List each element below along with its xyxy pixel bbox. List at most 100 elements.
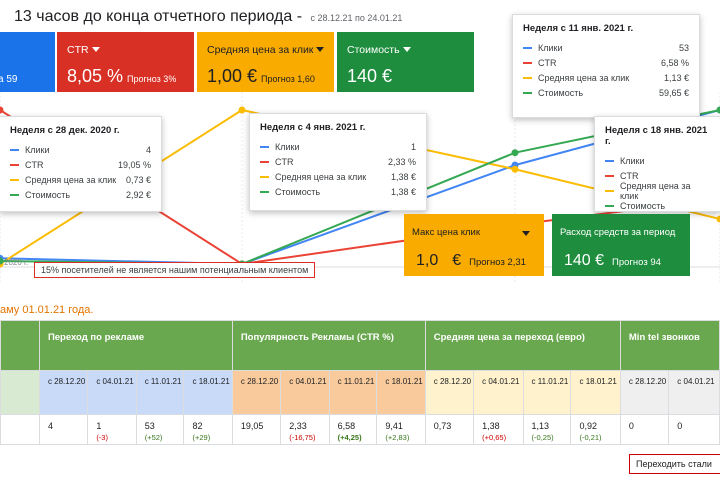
ctr-cell: 19,05 bbox=[231, 414, 282, 445]
metric-cpc-value: 1,00 € bbox=[207, 66, 258, 86]
date-cell-empty bbox=[0, 370, 40, 415]
date-cell: с 28.12.20 bbox=[424, 370, 475, 415]
tooltip-week-28-dec: Неделя с 28 дек. 2020 г. Клики 4 CTR 19,05… bbox=[0, 116, 162, 212]
visitor-note: 15% посетителей не является нашим потенц… bbox=[34, 262, 316, 278]
series-point-2-1 bbox=[238, 106, 246, 114]
metric-cpc-label[interactable]: Средняя цена за клик bbox=[207, 44, 325, 56]
ctr-cell: 6,58 (+4,25) bbox=[328, 414, 378, 445]
cell-value: 2,33 bbox=[289, 421, 307, 431]
weekly-stats-table: Переход по рекламе Популярность Рекламы … bbox=[0, 320, 720, 445]
tooltip-row-cpc: Средняя цена за клик 1,13 € bbox=[523, 70, 689, 85]
header-min-tel: Min tel звонков bbox=[619, 320, 720, 371]
spend-card[interactable]: Расход средств за период 140 € Прогноз 94 bbox=[552, 214, 690, 276]
chevron-down-icon[interactable] bbox=[522, 231, 530, 236]
series-swatch bbox=[10, 148, 19, 151]
max-cpc-forecast: Прогноз 2,31 bbox=[469, 257, 526, 268]
tooltip-row-clicks: Клики 4 bbox=[10, 142, 151, 157]
cell-delta: (-0,25) bbox=[531, 433, 554, 442]
metric-ctr-tile[interactable]: CTR 8,05 % Прогноз 3% bbox=[57, 32, 194, 92]
metric-cpc-tile[interactable]: Средняя цена за клик 1,00 € Прогноз 1,60 bbox=[197, 32, 334, 92]
series-swatch bbox=[523, 91, 532, 94]
tooltip-series-name: Стоимость bbox=[25, 189, 71, 200]
date-cell: с 28.12.20 bbox=[231, 370, 282, 415]
tooltip-value: 1,13 € bbox=[663, 72, 689, 83]
tooltip-series-name: Стоимость bbox=[275, 186, 321, 197]
date-cell: с 04.01.21 bbox=[280, 370, 330, 415]
header-cell-empty bbox=[0, 320, 40, 371]
date-cell: с 18.01.21 bbox=[570, 370, 621, 415]
date-cell: с 18.01.21 bbox=[376, 370, 426, 415]
tooltip-row-ctr: CTR bbox=[605, 168, 710, 183]
tooltip-value: 4 bbox=[145, 144, 151, 155]
tooltip-title: Неделя с 11 янв. 2021 г. bbox=[523, 23, 634, 34]
cell-value: 1,13 bbox=[531, 421, 550, 431]
metric-clicks-sub-prefix: а bbox=[0, 74, 4, 85]
metric-clicks-tile[interactable]: а 59 bbox=[0, 32, 55, 92]
goto-button[interactable]: Переходить стали bbox=[629, 454, 720, 474]
series-point-1-0 bbox=[0, 106, 4, 114]
tooltip-row-cpc: Средняя цена за клик 0,73 € bbox=[10, 172, 151, 187]
clicks-cell: 1 (-3) bbox=[87, 414, 137, 445]
cell-delta: (+2,83) bbox=[385, 433, 410, 442]
max-cpc-value: 1,0 bbox=[416, 252, 439, 269]
x-axis-label: 2020 г. bbox=[4, 258, 29, 267]
page-title: 13 часов до конца отчетного периода - bbox=[14, 8, 303, 25]
date-cell: с 11.01.21 bbox=[328, 370, 378, 415]
tooltip-series-name: Средняя цена за клик bbox=[620, 180, 691, 201]
series-swatch bbox=[523, 76, 532, 79]
tooltip-series-name: Клики bbox=[620, 155, 645, 166]
cell-delta: (-16,75) bbox=[289, 433, 316, 442]
tooltip-series-name: Средняя цена за клик bbox=[275, 171, 367, 182]
tooltip-series-name: CTR bbox=[275, 156, 294, 167]
series-swatch bbox=[10, 193, 19, 196]
tooltip-series-name: CTR bbox=[538, 57, 557, 68]
metric-ctr-value: 8,05 % bbox=[67, 66, 124, 86]
series-swatch bbox=[260, 190, 269, 193]
series-point-3-0 bbox=[0, 257, 4, 265]
tooltip-value: 1 bbox=[410, 141, 416, 152]
cell-value: 53 bbox=[144, 421, 155, 431]
max-cpc-card[interactable]: Макс цена клик 1,0 € Прогноз 2,31 bbox=[404, 214, 544, 276]
cell-delta: (+4,25) bbox=[337, 433, 362, 442]
clicks-cell: 53 (+52) bbox=[135, 414, 185, 445]
cpc-cell: 1,13 (-0,25) bbox=[522, 414, 572, 445]
metric-cost-tile[interactable]: Стоимость 140 € bbox=[337, 32, 474, 92]
series-swatch bbox=[605, 189, 614, 192]
spend-label: Расход средств за период bbox=[560, 227, 676, 238]
cell-value: 0 bbox=[628, 421, 634, 431]
tooltip-row-ctr: CTR 6,58 % bbox=[523, 55, 689, 70]
tooltip-series-name: Стоимость bbox=[620, 200, 666, 211]
tooltip-series-name: Клики bbox=[25, 144, 50, 155]
series-swatch bbox=[260, 145, 269, 148]
chevron-down-icon bbox=[91, 47, 100, 52]
cell-delta: (+0,65) bbox=[482, 433, 507, 442]
date-cell: с 04.01.21 bbox=[87, 370, 137, 415]
metric-ctr-label[interactable]: CTR bbox=[67, 44, 100, 56]
series-swatch bbox=[523, 61, 532, 64]
metric-clicks-value: 59 bbox=[6, 74, 18, 85]
tooltip-row-cost: Стоимость bbox=[605, 198, 710, 213]
tooltip-row-clicks: Клики bbox=[605, 153, 710, 168]
series-swatch bbox=[523, 46, 532, 49]
chevron-down-icon bbox=[402, 47, 411, 52]
date-cell: с 04.01.21 bbox=[668, 370, 720, 415]
metric-cost-label[interactable]: Стоимость bbox=[347, 44, 411, 56]
cell-value: 82 bbox=[192, 421, 203, 431]
tooltip-value: 2,92 € bbox=[125, 189, 151, 200]
series-swatch bbox=[605, 159, 614, 162]
tooltip-week-4-jan: Неделя с 4 янв. 2021 г. Клики 1 CTR 2,33 %… bbox=[249, 113, 427, 211]
series-point-2-3 bbox=[716, 215, 720, 223]
cell-value: 1,38 bbox=[482, 421, 500, 431]
date-cell: с 18.01.21 bbox=[183, 370, 233, 415]
section-subheading: аму 01.01.21 года. bbox=[0, 304, 94, 316]
cell-value: 19,05 bbox=[240, 421, 264, 431]
tooltip-value: 1,38 € bbox=[390, 171, 416, 182]
cell-value: 0,73 bbox=[433, 421, 452, 431]
tooltip-row-ctr: CTR 19,05 % bbox=[10, 157, 151, 172]
tooltip-series-name: Средняя цена за клик bbox=[538, 72, 630, 83]
series-swatch bbox=[10, 178, 19, 181]
series-swatch bbox=[260, 160, 269, 163]
ctr-cell: 2,33 (-16,75) bbox=[280, 414, 330, 445]
tooltip-row-clicks: Клики 53 bbox=[523, 40, 689, 55]
cell-value: 0,92 bbox=[579, 421, 597, 431]
